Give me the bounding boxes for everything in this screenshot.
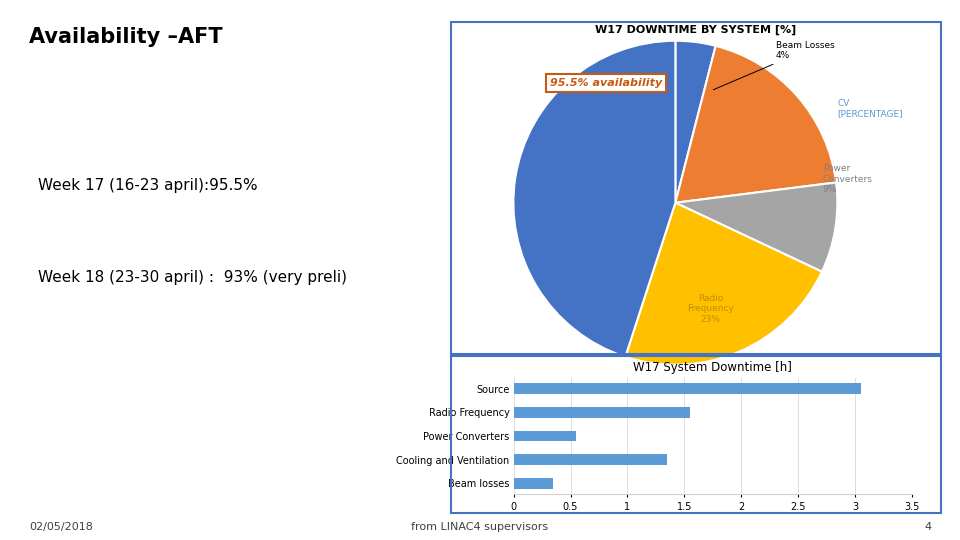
- Bar: [514, 478, 553, 489]
- Text: 4: 4: [924, 522, 931, 532]
- Text: 95.5% availability: 95.5% availability: [550, 78, 662, 88]
- Wedge shape: [676, 183, 837, 272]
- Text: Beam Losses
4%: Beam Losses 4%: [713, 41, 834, 90]
- Title: W17 DOWNTIME BY SYSTEM [%]: W17 DOWNTIME BY SYSTEM [%]: [595, 24, 797, 35]
- Text: Week 17 (16-23 april):95.5%: Week 17 (16-23 april):95.5%: [38, 178, 258, 193]
- Wedge shape: [676, 46, 836, 202]
- Bar: [514, 407, 690, 417]
- Text: Source
45%: Source 45%: [584, 193, 614, 212]
- Title: W17 System Downtime [h]: W17 System Downtime [h]: [634, 361, 792, 374]
- Text: Power
Converters
9%: Power Converters 9%: [823, 164, 873, 194]
- Text: from LINAC4 supervisors: from LINAC4 supervisors: [412, 522, 548, 532]
- Text: 02/05/2018: 02/05/2018: [29, 522, 93, 532]
- Text: Week 18 (23-30 april) :  93% (very preli): Week 18 (23-30 april) : 93% (very preli): [38, 270, 348, 285]
- Text: CV
[PERCENTAGE]: CV [PERCENTAGE]: [837, 99, 903, 118]
- Text: Availability –AFT: Availability –AFT: [29, 27, 223, 47]
- Bar: [514, 383, 861, 394]
- Bar: [514, 455, 667, 465]
- Wedge shape: [514, 40, 676, 357]
- Wedge shape: [676, 40, 715, 202]
- Wedge shape: [625, 202, 822, 364]
- Text: Radio
Frequency
23%: Radio Frequency 23%: [687, 294, 734, 323]
- Bar: [514, 431, 576, 441]
